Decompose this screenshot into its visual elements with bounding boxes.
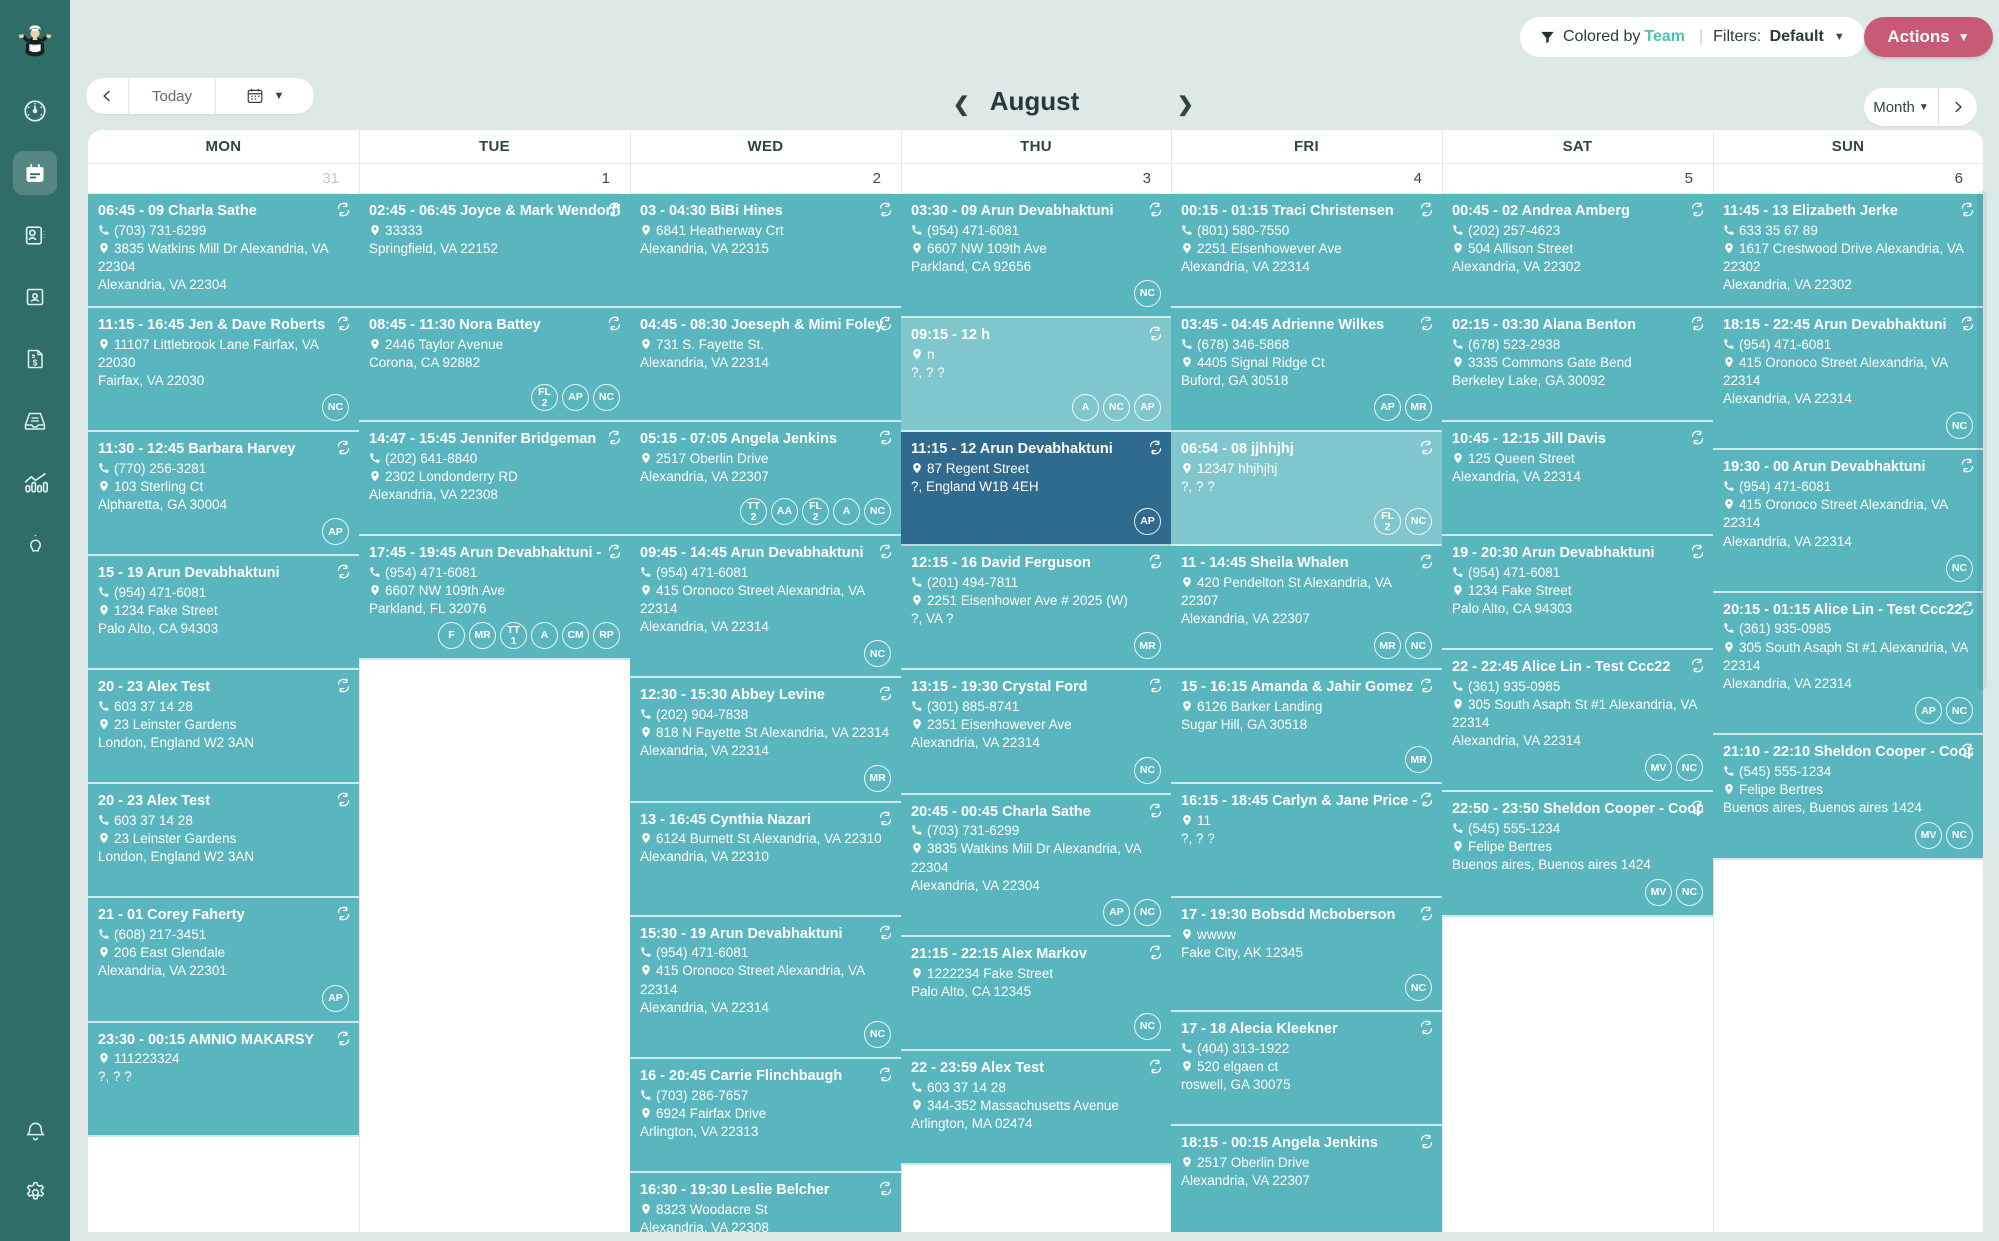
svg-text:$: $ [33,357,38,367]
